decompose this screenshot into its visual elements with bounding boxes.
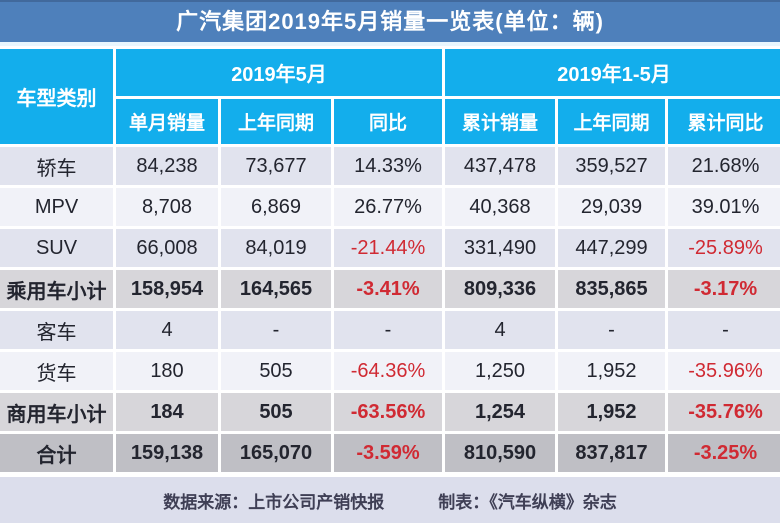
table-row-grand-total: 合计 159,138 165,070 -3.59% 810,590 837,81… — [0, 431, 780, 475]
row-category: 轿车 — [0, 144, 116, 188]
cell-prior-year-month: 164,565 — [218, 267, 334, 311]
table-row-sedan: 轿车 84,238 73,677 14.33% 437,478 359,527 … — [0, 144, 780, 188]
cell-monthly-sales: 66,008 — [113, 226, 221, 270]
cell-cumulative-sales: 810,590 — [442, 431, 558, 475]
table-row-passenger-subtotal: 乘用车小计 158,954 164,565 -3.41% 809,336 835… — [0, 267, 780, 311]
cell-yoy: 26.77% — [331, 185, 445, 229]
cell-cumulative-sales: 331,490 — [442, 226, 558, 270]
column-header-prior-year-month: 上年同期 — [218, 96, 334, 147]
row-category: 合计 — [0, 431, 116, 475]
header-group-row: 车型类别 2019年5月 2019年1-5月 — [0, 46, 780, 147]
cell-cumulative-yoy: 39.01% — [664, 185, 780, 229]
cell-cumulative-sales: 40,368 — [442, 185, 558, 229]
table-footer: 数据来源：上市公司产销快报 制表：《汽车纵横》杂志 — [0, 475, 780, 523]
cell-prior-year-cumulative: 359,527 — [555, 144, 668, 188]
table-row-commercial-subtotal: 商用车小计 184 505 -63.56% 1,254 1,952 -35.76… — [0, 390, 780, 434]
cell-cumulative-yoy: -35.96% — [664, 349, 780, 393]
row-category: 货车 — [0, 349, 116, 393]
table-row-mpv: MPV 8,708 6,869 26.77% 40,368 29,039 39.… — [0, 185, 780, 229]
cell-cumulative-sales: 809,336 — [442, 267, 558, 311]
cell-monthly-sales: 159,138 — [113, 431, 221, 475]
cell-prior-year-month: - — [218, 308, 334, 352]
table-row-suv: SUV 66,008 84,019 -21.44% 331,490 447,29… — [0, 226, 780, 270]
publisher-note: 制表：《汽车纵横》杂志 — [438, 492, 617, 512]
cell-prior-year-cumulative: 447,299 — [555, 226, 668, 270]
table-row-truck: 货车 180 505 -64.36% 1,250 1,952 -35.96% — [0, 349, 780, 393]
cell-prior-year-cumulative: 1,952 — [555, 349, 668, 393]
cell-prior-year-month: 84,019 — [218, 226, 334, 270]
column-header-prior-year-cumulative: 上年同期 — [555, 96, 668, 147]
cell-cumulative-yoy: - — [664, 308, 780, 352]
cell-prior-year-cumulative: 29,039 — [555, 185, 668, 229]
cell-monthly-sales: 84,238 — [113, 144, 221, 188]
cell-yoy: -21.44% — [331, 226, 445, 270]
cell-prior-year-cumulative: 837,817 — [555, 431, 668, 475]
cell-prior-year-month: 6,869 — [218, 185, 334, 229]
table-title: 广汽集团2019年5月销量一览表(单位：辆) — [0, 0, 780, 46]
cell-cumulative-yoy: -35.76% — [664, 390, 780, 434]
row-category: 乘用车小计 — [0, 267, 116, 311]
column-header-cumulative-sales: 累计销量 — [442, 96, 558, 147]
row-category: MPV — [0, 185, 116, 229]
cell-monthly-sales: 180 — [113, 349, 221, 393]
cell-cumulative-sales: 437,478 — [442, 144, 558, 188]
column-header-cumulative-yoy: 累计同比 — [664, 96, 780, 147]
cell-yoy: -3.59% — [331, 431, 445, 475]
cell-prior-year-month: 505 — [218, 349, 334, 393]
cell-prior-year-cumulative: - — [555, 308, 668, 352]
cell-monthly-sales: 158,954 — [113, 267, 221, 311]
cell-yoy: -3.41% — [331, 267, 445, 311]
row-category: SUV — [0, 226, 116, 270]
cell-prior-year-cumulative: 1,952 — [555, 390, 668, 434]
cell-yoy: - — [331, 308, 445, 352]
column-header-monthly-sales: 单月销量 — [113, 96, 221, 147]
cell-cumulative-sales: 1,250 — [442, 349, 558, 393]
row-category: 客车 — [0, 308, 116, 352]
cell-yoy: 14.33% — [331, 144, 445, 188]
cell-cumulative-yoy: 21.68% — [664, 144, 780, 188]
cell-monthly-sales: 184 — [113, 390, 221, 434]
table-row-bus: 客车 4 - - 4 - - — [0, 308, 780, 352]
cell-cumulative-sales: 1,254 — [442, 390, 558, 434]
cell-cumulative-yoy: -25.89% — [664, 226, 780, 270]
header-column-row: 单月销量 上年同期 同比 累计销量 上年同期 累计同比 — [0, 96, 780, 147]
cell-cumulative-yoy: -3.25% — [664, 431, 780, 475]
cell-prior-year-cumulative: 835,865 — [555, 267, 668, 311]
column-header-category: 车型类别 — [0, 46, 116, 147]
column-header-yoy: 同比 — [331, 96, 445, 147]
cell-yoy: -64.36% — [331, 349, 445, 393]
group-header-2019-01-05: 2019年1-5月 — [441, 46, 780, 99]
cell-prior-year-month: 505 — [218, 390, 334, 434]
cell-prior-year-month: 73,677 — [218, 144, 334, 188]
data-source-note: 数据来源：上市公司产销快报 — [163, 492, 385, 512]
group-header-2019-05: 2019年5月 — [113, 46, 445, 99]
cell-yoy: -63.56% — [331, 390, 445, 434]
cell-prior-year-month: 165,070 — [218, 431, 334, 475]
sales-table: 车型类别 2019年5月 2019年1-5月 单月销量 上年同期 同比 累计销量… — [0, 46, 780, 475]
cell-cumulative-sales: 4 — [442, 308, 558, 352]
cell-monthly-sales: 8,708 — [113, 185, 221, 229]
cell-monthly-sales: 4 — [113, 308, 221, 352]
cell-cumulative-yoy: -3.17% — [664, 267, 780, 311]
row-category: 商用车小计 — [0, 390, 116, 434]
